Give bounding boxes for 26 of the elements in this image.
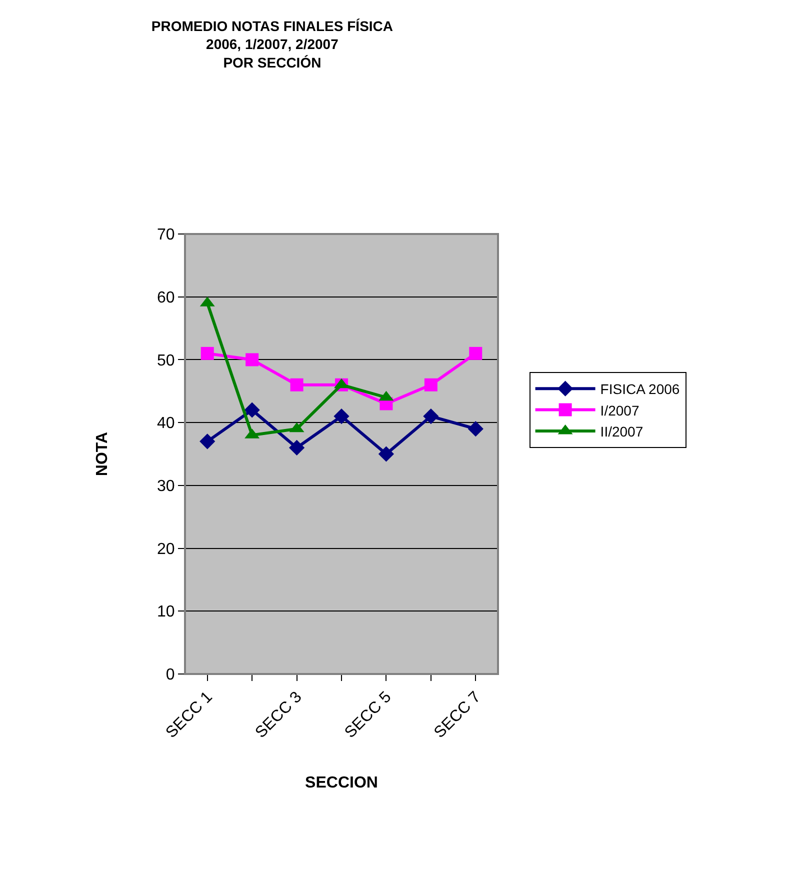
point [200, 346, 214, 360]
point [424, 378, 438, 392]
point [334, 408, 350, 424]
point [469, 346, 482, 360]
y-tick-label: 30 [157, 478, 175, 496]
y-tick-label: 0 [166, 666, 175, 684]
point [468, 421, 484, 437]
y-tick-label: 70 [157, 226, 175, 244]
point [378, 446, 394, 462]
x-axis-title: SECCION [305, 774, 378, 792]
point [290, 378, 304, 392]
y-tick-label: 20 [157, 540, 175, 558]
y-axis-title: NOTA [94, 431, 111, 476]
point [200, 434, 216, 450]
y-tick-label: 60 [157, 289, 175, 306]
chart-title: PROMEDIO NOTAS FINALES FÍSICA 2006, 1/2007, 2/2007 POR SECCIÓN [151, 18, 394, 70]
y-tick-label: 10 [157, 604, 175, 621]
legend-label: I/2007 [600, 402, 640, 418]
legend-label: II/2007 [600, 423, 644, 440]
point [288, 440, 305, 456]
point [244, 402, 260, 418]
legend-label: FISICA 2006 [600, 381, 680, 398]
point [246, 353, 259, 366]
point [423, 408, 439, 424]
y-tick-label: 40 [157, 415, 175, 432]
y-tick-label: 50 [157, 352, 175, 370]
